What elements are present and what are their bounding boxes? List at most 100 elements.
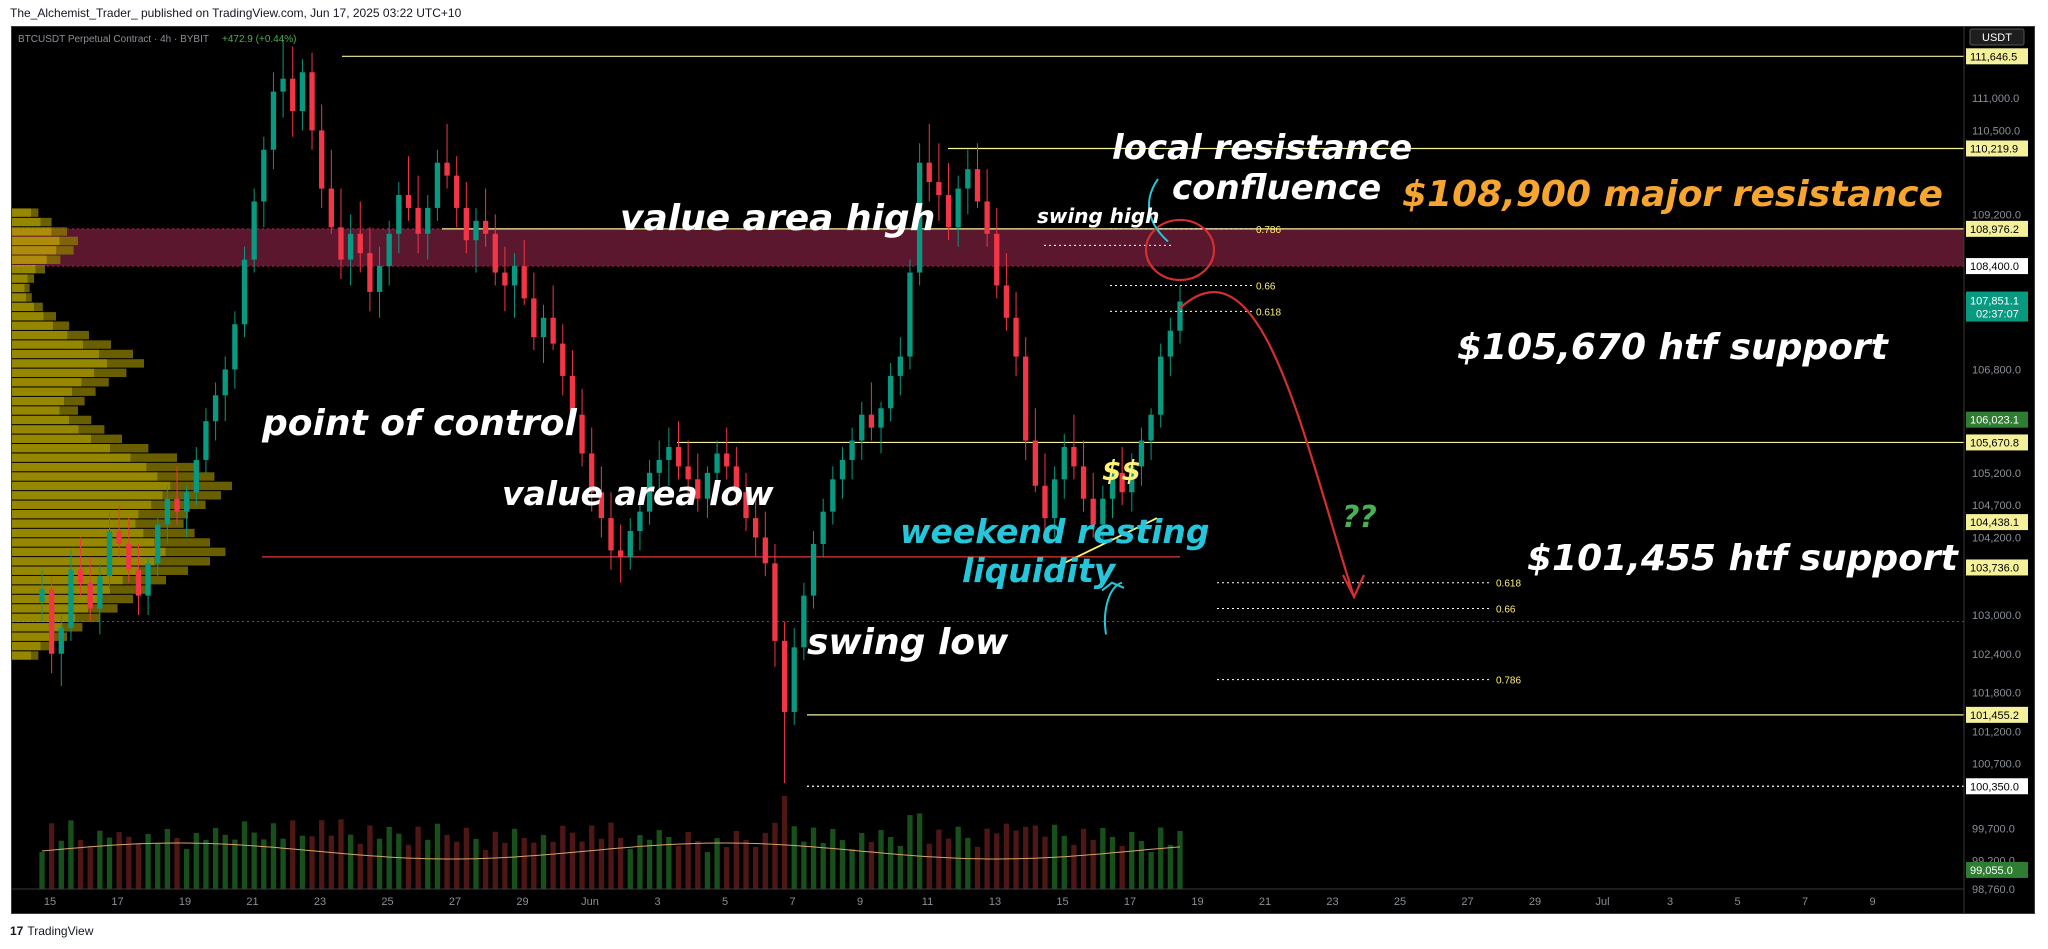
candle-body — [1158, 356, 1164, 415]
volume-bar — [1003, 823, 1010, 889]
candle — [164, 485, 171, 544]
volume-profile-row — [12, 368, 95, 378]
candle-body — [511, 266, 518, 286]
candle-body — [174, 498, 180, 512]
fib-level-label: 0.618 — [1256, 307, 1281, 318]
volume-bar — [1023, 826, 1029, 889]
time-tick: 25 — [381, 896, 393, 908]
candle-body — [772, 563, 778, 641]
candle-body — [290, 78, 296, 112]
chart-canvas[interactable]: 0.786 0.66 0.618 0.618 0.66 0.786 value area … — [12, 27, 2034, 913]
time-tick: 3 — [1667, 896, 1673, 908]
volume-bar — [502, 842, 508, 889]
candle — [974, 143, 981, 208]
candle — [916, 143, 923, 286]
price-badge — [1966, 140, 2028, 157]
candle — [87, 556, 93, 622]
annotation-local-resistance: local resistance — [1112, 128, 1412, 168]
candle — [376, 246, 383, 318]
candle-body — [868, 414, 875, 428]
candle-body — [463, 207, 469, 241]
volume-profile-row-sell — [146, 462, 199, 472]
volume-profile-row-sell — [83, 340, 111, 349]
volume-profile-row-sell — [72, 387, 96, 396]
time-tick: 21 — [246, 896, 258, 908]
volume-ma-line — [41, 842, 1181, 860]
candle-body — [849, 440, 855, 460]
time-tick: 27 — [449, 896, 461, 908]
candle-body — [97, 576, 103, 609]
volume-profile-row — [12, 509, 139, 519]
volume-bar — [58, 840, 64, 889]
candle — [415, 175, 421, 254]
price-tick: 102,400.0 — [1972, 649, 2021, 661]
volume-profile-row-sell — [165, 547, 226, 557]
candle — [396, 182, 402, 254]
candle — [627, 518, 633, 570]
volume-profile-row — [12, 274, 28, 283]
candle — [1100, 485, 1106, 544]
candle-body — [309, 72, 315, 131]
volume-bar — [1109, 836, 1116, 889]
candle — [1138, 427, 1145, 486]
annotation-question-marks: ?? — [1342, 500, 1377, 535]
volume-bar — [222, 834, 228, 889]
volume-profile-row-sell — [56, 246, 74, 255]
candle-body — [617, 550, 624, 557]
volume-profile-row-sell — [59, 236, 78, 246]
candle — [1148, 408, 1154, 460]
candle-body — [106, 531, 113, 577]
candle-body — [666, 447, 672, 460]
tradingview-logo[interactable]: 17 TradingView — [10, 924, 93, 938]
symbol-legend: BTCUSDT Perpetual Contract · 4h · BYBIT — [18, 34, 209, 45]
price-badge — [1966, 514, 2028, 531]
price-badge-label: 99,055.0 — [1970, 865, 2013, 877]
volume-profile-row — [12, 321, 54, 330]
price-axis[interactable] — [1964, 27, 2034, 913]
candle — [704, 466, 711, 519]
candle-body — [743, 492, 749, 519]
candle-body — [531, 298, 537, 338]
candle-body — [1090, 498, 1096, 525]
time-tick: Jul — [1595, 896, 1609, 908]
volume-bar — [907, 815, 913, 889]
fib-level-label: 0.618 — [1496, 579, 1521, 590]
volume-profile-row — [12, 472, 158, 481]
candle — [598, 466, 605, 538]
time-tick: 23 — [314, 896, 326, 908]
time-tick: 5 — [722, 896, 728, 908]
annotation-weekend-resting: weekend resting — [900, 512, 1210, 551]
volume-profile-row — [12, 415, 70, 425]
liquidity-arrow-head — [1101, 581, 1125, 592]
volume-profile-row-sell — [75, 613, 100, 623]
volume-bar — [926, 843, 932, 889]
volume-bar — [531, 842, 537, 889]
candle — [984, 169, 990, 247]
candle — [232, 311, 238, 389]
candle — [155, 518, 161, 577]
annotation-swing-high: swing high — [1037, 204, 1159, 228]
volume-bar — [810, 827, 817, 889]
volume-profile-row — [12, 651, 32, 660]
currency-button[interactable] — [1969, 28, 2025, 46]
annotation-swing-low: swing low — [807, 622, 1009, 663]
volume-profile-row-sell — [27, 274, 34, 283]
volume-bar — [164, 828, 171, 889]
candle — [926, 123, 932, 202]
volume-profile-row — [12, 264, 36, 274]
candle — [1177, 285, 1183, 344]
candle-body — [1138, 440, 1145, 467]
candle-body — [733, 466, 740, 493]
volume-bar — [482, 849, 489, 889]
time-tick: 13 — [989, 896, 1001, 908]
volume-bar — [290, 820, 296, 889]
candle-body — [1177, 301, 1183, 331]
candle-body — [1148, 414, 1154, 441]
volume-profile-row-sell — [24, 283, 30, 293]
chart-frame[interactable]: 0.786 0.66 0.618 0.618 0.66 0.786 value area … — [11, 26, 2035, 914]
candle-body — [444, 162, 450, 176]
volume-bar — [839, 840, 846, 889]
volume-profile-row-sell — [110, 585, 149, 594]
annotation-htf-support-lower: $101,455 htf support — [1527, 538, 1960, 579]
volume-profile-row — [12, 302, 35, 312]
